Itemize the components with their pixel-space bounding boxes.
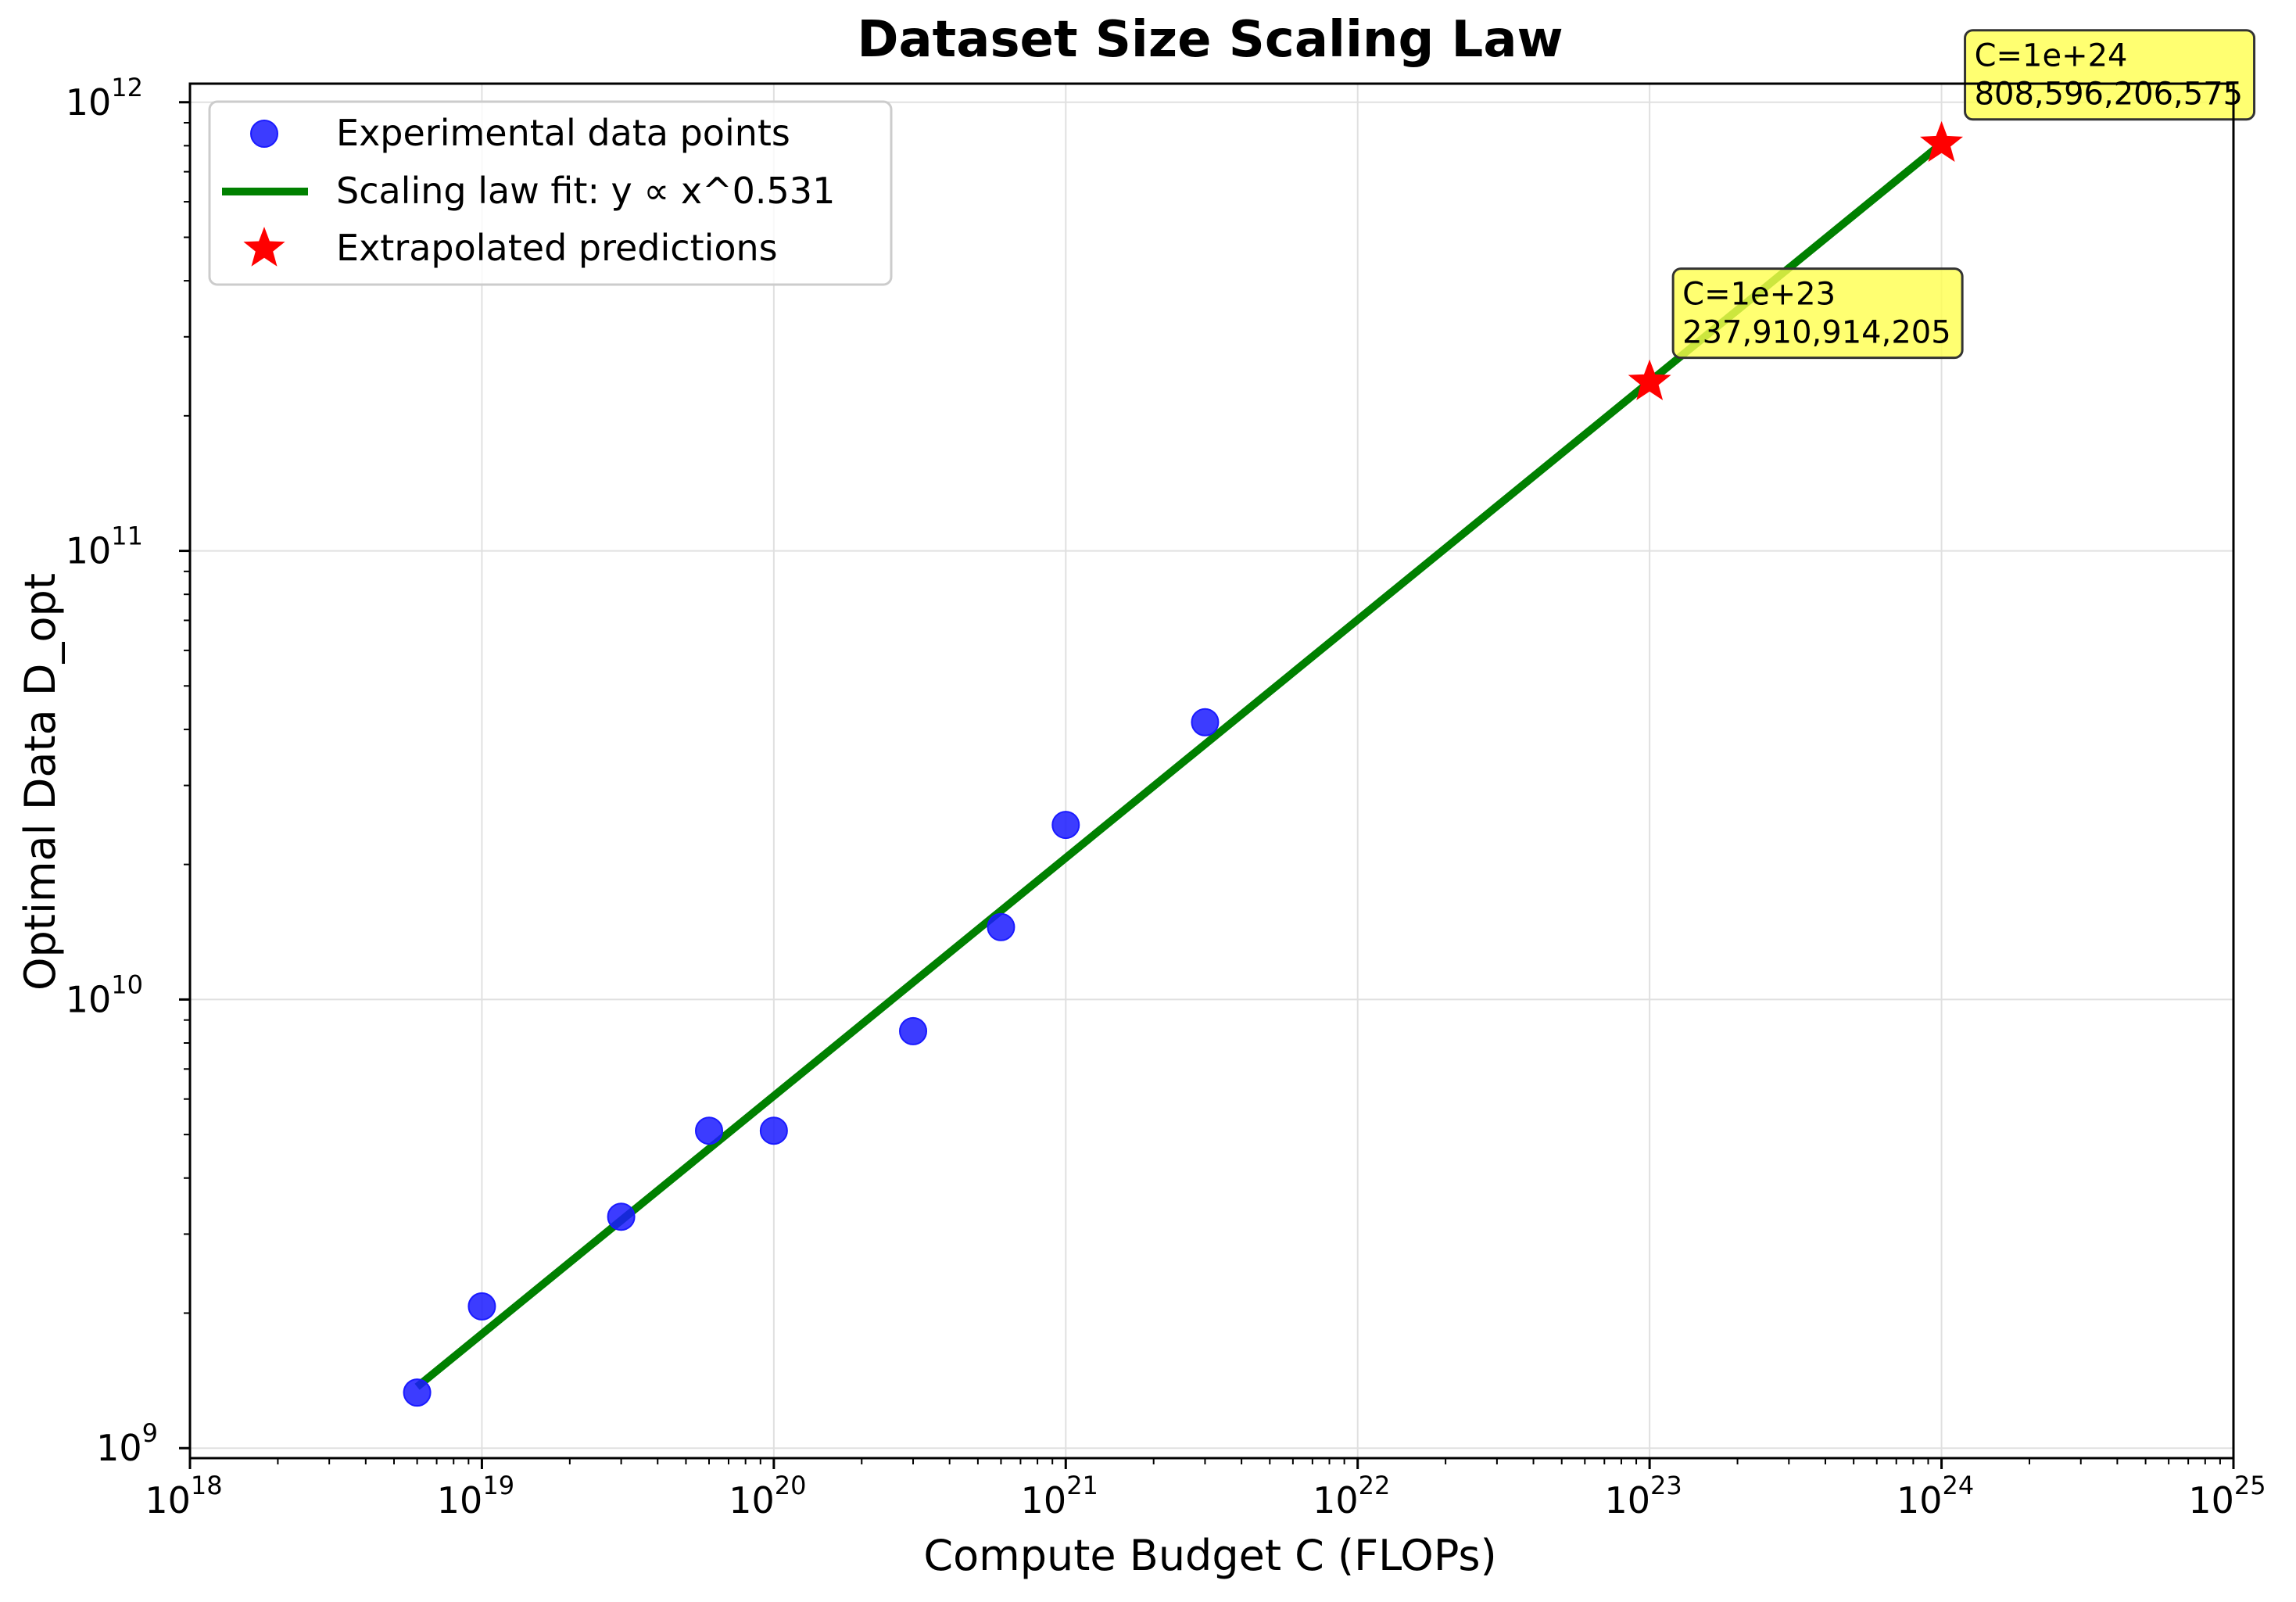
x-tick-exponent: 23 xyxy=(1650,1471,1682,1500)
x-tick-exponent: 18 xyxy=(191,1471,223,1500)
extrapolated-prediction-star xyxy=(1628,359,1671,400)
data-points-layer xyxy=(403,708,1220,1407)
legend-label-fit: Scaling law fit: y ∝ x^0.531 xyxy=(336,170,835,212)
experimental-data-point xyxy=(1051,811,1080,840)
x-tick-exponent: 20 xyxy=(775,1471,807,1500)
x-tick-exponent: 25 xyxy=(2234,1471,2266,1500)
x-axis-label: Compute Budget C (FLOPs) xyxy=(923,1531,1496,1580)
legend-marker-star xyxy=(243,227,285,267)
x-tick-exponent: 22 xyxy=(1359,1471,1391,1500)
experimental-data-point xyxy=(403,1378,432,1407)
x-tick-exponent: 19 xyxy=(482,1471,514,1500)
legend-box xyxy=(208,100,893,286)
legend-marker-experimental xyxy=(250,120,278,148)
annotation-box xyxy=(1964,29,2256,121)
annotation-compute: C=1e+24 xyxy=(1975,38,2128,74)
legend-label-experimental: Experimental data points xyxy=(336,112,790,154)
y-tick-exponent: 11 xyxy=(111,521,143,551)
x-axis-ticks: 1018 1019 1020 1021 1022 1023 1024 1025 xyxy=(145,1458,2266,1521)
y-axis-label: Optimal Data D_opt xyxy=(16,573,65,991)
x-tick-label: 1019 xyxy=(437,1471,514,1521)
experimental-data-point xyxy=(987,912,1015,941)
annotation-value: 808,596,206,575 xyxy=(1975,77,2244,113)
x-tick-label: 1025 xyxy=(2188,1471,2266,1521)
prediction-stars-layer xyxy=(1628,120,1964,400)
experimental-data-point xyxy=(467,1292,496,1321)
y-tick-label: 1012 xyxy=(66,73,143,124)
annotation-box xyxy=(1671,267,1964,360)
experimental-data-point xyxy=(607,1202,636,1231)
chart-title: Dataset Size Scaling Law xyxy=(857,11,1563,69)
x-tick-exponent: 24 xyxy=(1942,1471,1974,1500)
experimental-data-point xyxy=(1191,708,1220,736)
legend-label-predictions: Extrapolated predictions xyxy=(336,227,778,269)
experimental-data-point xyxy=(759,1116,788,1145)
y-tick-exponent: 12 xyxy=(111,73,143,102)
experimental-data-point xyxy=(899,1016,928,1045)
y-tick-exponent: 10 xyxy=(111,969,143,999)
annotation-value: 237,910,914,205 xyxy=(1682,315,1951,351)
experimental-data-point xyxy=(695,1116,724,1145)
extrapolated-prediction-star xyxy=(1920,120,1964,163)
legend: Experimental data points Scaling law fit… xyxy=(208,100,893,286)
x-tick-exponent: 21 xyxy=(1066,1471,1098,1500)
plot-frame xyxy=(188,82,2235,1460)
annotation-compute: C=1e+23 xyxy=(1682,277,1836,313)
y-tick-exponent: 9 xyxy=(142,1418,158,1448)
